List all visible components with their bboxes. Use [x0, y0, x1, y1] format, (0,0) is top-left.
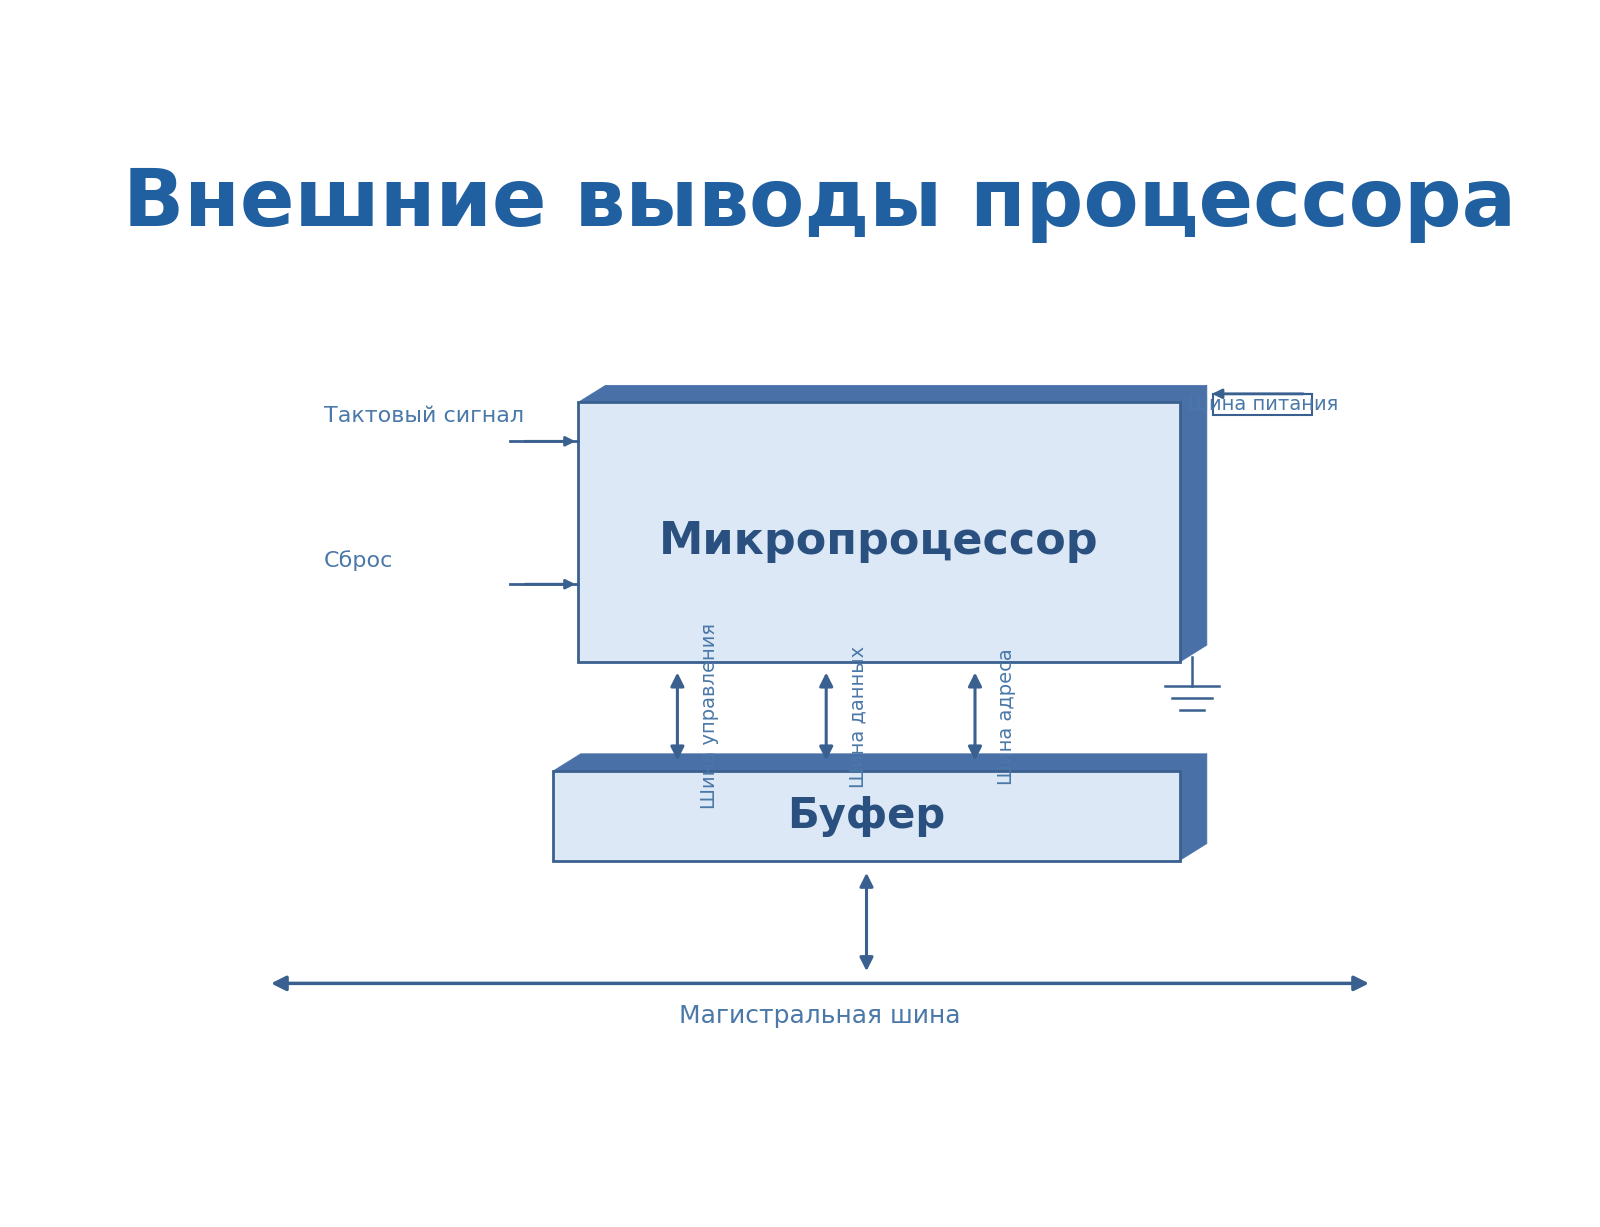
FancyArrowPatch shape — [821, 676, 832, 757]
Text: Внешние выводы процессора: Внешние выводы процессора — [123, 164, 1517, 243]
FancyArrowPatch shape — [1216, 390, 1304, 398]
Bar — [578, 402, 1179, 663]
Text: Буфер: Буфер — [787, 795, 946, 837]
Text: Шина адреса: Шина адреса — [997, 648, 1016, 785]
FancyArrowPatch shape — [525, 437, 573, 445]
Polygon shape — [1179, 385, 1206, 663]
Text: Микропроцессор: Микропроцессор — [659, 520, 1099, 563]
Polygon shape — [554, 753, 1206, 771]
Bar — [1213, 394, 1312, 415]
Polygon shape — [1179, 753, 1206, 860]
FancyArrowPatch shape — [525, 580, 573, 588]
Text: Шина управления: Шина управления — [699, 623, 718, 810]
Text: Магистральная шина: Магистральная шина — [680, 1004, 960, 1028]
Polygon shape — [578, 385, 1206, 402]
Text: Шина питания: Шина питания — [1187, 395, 1338, 413]
FancyArrowPatch shape — [672, 676, 683, 757]
FancyArrowPatch shape — [861, 876, 872, 968]
FancyArrowPatch shape — [970, 676, 981, 757]
Text: Сброс: Сброс — [323, 550, 394, 571]
FancyArrowPatch shape — [275, 977, 1365, 989]
Text: Шина данных: Шина данных — [848, 645, 867, 788]
Text: Тактовый сигнал: Тактовый сигнал — [323, 406, 525, 426]
Bar — [554, 771, 1179, 860]
